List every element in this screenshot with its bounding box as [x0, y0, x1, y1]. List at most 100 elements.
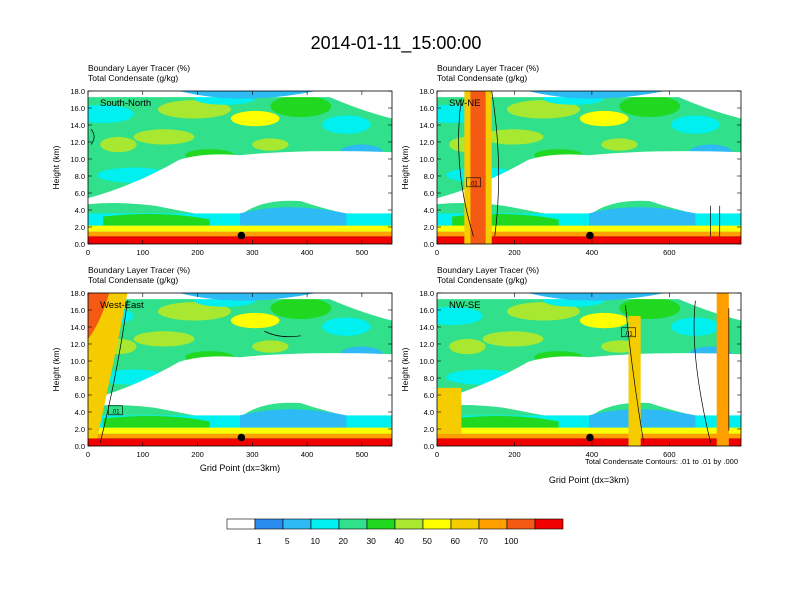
panel-name: West-East	[100, 300, 144, 311]
y-tick-label: 10.0	[70, 155, 85, 164]
y-tick-label: 8.0	[75, 172, 85, 181]
colorbar-swatch	[450, 518, 480, 530]
contour-label: Total Condensate (g/kg)	[437, 73, 527, 83]
tracer-field	[437, 91, 741, 244]
y-tick-label: 12.0	[419, 138, 434, 147]
y-tick-label: 14.0	[419, 121, 434, 130]
y-tick-label: 6.0	[424, 189, 434, 198]
y-tick-label: 12.0	[70, 138, 85, 147]
colorbar-label: 10	[310, 536, 320, 546]
contour-note: Total Condensate Contours: .01 to .01 by…	[585, 457, 738, 466]
colorbar-label: 50	[422, 536, 432, 546]
condensate-contours	[90, 129, 95, 145]
contour-value-label: .01	[111, 409, 120, 415]
x-tick-label: 200	[191, 450, 204, 459]
y-tick-label: 6.0	[75, 189, 85, 198]
colorbar-swatch	[506, 518, 536, 530]
y-tick-label: 16.0	[419, 306, 434, 315]
x-tick-label: 300	[246, 450, 259, 459]
x-tick-label: 200	[508, 450, 521, 459]
x-axis-label: Grid Point (dx=3km)	[200, 463, 280, 473]
x-tick-label: 500	[356, 450, 369, 459]
y-tick-label: 4.0	[424, 206, 434, 215]
y-tick-label: 0.0	[424, 240, 434, 249]
y-tick-label: 0.0	[424, 442, 434, 451]
y-tick-label: 8.0	[424, 374, 434, 383]
contour-label-box	[466, 177, 481, 188]
y-tick-label: 18.0	[70, 289, 85, 298]
y-tick-label: 14.0	[70, 121, 85, 130]
field-label: Boundary Layer Tracer (%)	[437, 63, 539, 73]
panel-name: NW-SE	[449, 300, 481, 311]
x-tick-label: 400	[301, 248, 314, 257]
colorbar-swatch	[534, 518, 564, 530]
y-tick-label: 10.0	[70, 357, 85, 366]
panel-sw-ne: Boundary Layer Tracer (%)Total Condensat…	[400, 63, 742, 257]
contour-label-box	[621, 327, 636, 338]
x-axis-label: Grid Point (dx=3km)	[549, 475, 629, 485]
colorbar-label: 40	[394, 536, 404, 546]
x-tick-label: 200	[508, 248, 521, 257]
y-axis-label: Height (km)	[51, 347, 61, 391]
location-marker	[586, 231, 594, 240]
colorbar-label: 60	[450, 536, 460, 546]
y-tick-label: 4.0	[75, 206, 85, 215]
x-tick-label: 100	[137, 450, 150, 459]
y-tick-label: 8.0	[424, 172, 434, 181]
y-tick-label: 18.0	[419, 289, 434, 298]
x-tick-label: 0	[435, 450, 439, 459]
tracer-field	[88, 91, 392, 244]
y-axis-label: Height (km)	[400, 347, 410, 391]
location-marker	[237, 231, 246, 240]
panel-south-north: Boundary Layer Tracer (%)Total Condensat…	[51, 63, 393, 257]
field-label: Boundary Layer Tracer (%)	[88, 265, 190, 275]
contour-label-box	[108, 405, 123, 416]
y-tick-label: 4.0	[75, 408, 85, 417]
contour-value-label: .01	[624, 331, 633, 337]
colorbar-label: 30	[366, 536, 376, 546]
y-tick-label: 2.0	[424, 425, 434, 434]
y-tick-label: 2.0	[75, 223, 85, 232]
tracer-field	[88, 293, 392, 446]
contour-label: Total Condensate (g/kg)	[437, 275, 527, 285]
condensate-contours	[99, 300, 301, 444]
colorbar-swatch	[310, 518, 340, 530]
x-tick-label: 300	[246, 248, 259, 257]
location-marker	[237, 433, 246, 442]
condensate-contours	[458, 90, 721, 237]
plot-frame	[87, 292, 393, 447]
y-tick-label: 16.0	[419, 104, 434, 113]
colorbar-swatch	[366, 518, 396, 530]
y-tick-label: 0.0	[75, 442, 85, 451]
plot-frame	[87, 90, 393, 245]
y-tick-label: 12.0	[419, 340, 434, 349]
y-tick-label: 16.0	[70, 306, 85, 315]
y-tick-label: 2.0	[424, 223, 434, 232]
x-tick-label: 0	[435, 248, 439, 257]
y-tick-label: 16.0	[70, 104, 85, 113]
colorbar-swatch	[422, 518, 452, 530]
x-tick-label: 600	[663, 450, 676, 459]
y-tick-label: 6.0	[75, 391, 85, 400]
colorbar-swatch	[478, 518, 508, 530]
y-tick-label: 6.0	[424, 391, 434, 400]
y-tick-label: 10.0	[419, 357, 434, 366]
colorbar-swatch	[226, 518, 256, 530]
contour-label: Total Condensate (g/kg)	[88, 73, 178, 83]
location-marker	[586, 433, 594, 442]
colorbar-label: 1	[257, 536, 262, 546]
colorbar-label: 70	[478, 536, 488, 546]
x-tick-label: 500	[356, 248, 369, 257]
y-tick-label: 4.0	[424, 408, 434, 417]
y-tick-label: 18.0	[70, 87, 85, 96]
colorbar: 1 5 10 20 30 40 50 60 70 100	[226, 518, 564, 546]
x-tick-label: 100	[137, 248, 150, 257]
x-tick-label: 0	[86, 450, 90, 459]
y-axis-label: Height (km)	[51, 145, 61, 189]
colorbar-swatch	[338, 518, 368, 530]
colorbar-label: 100	[504, 536, 518, 546]
y-tick-label: 2.0	[75, 425, 85, 434]
field-label: Boundary Layer Tracer (%)	[88, 63, 190, 73]
y-tick-label: 12.0	[70, 340, 85, 349]
